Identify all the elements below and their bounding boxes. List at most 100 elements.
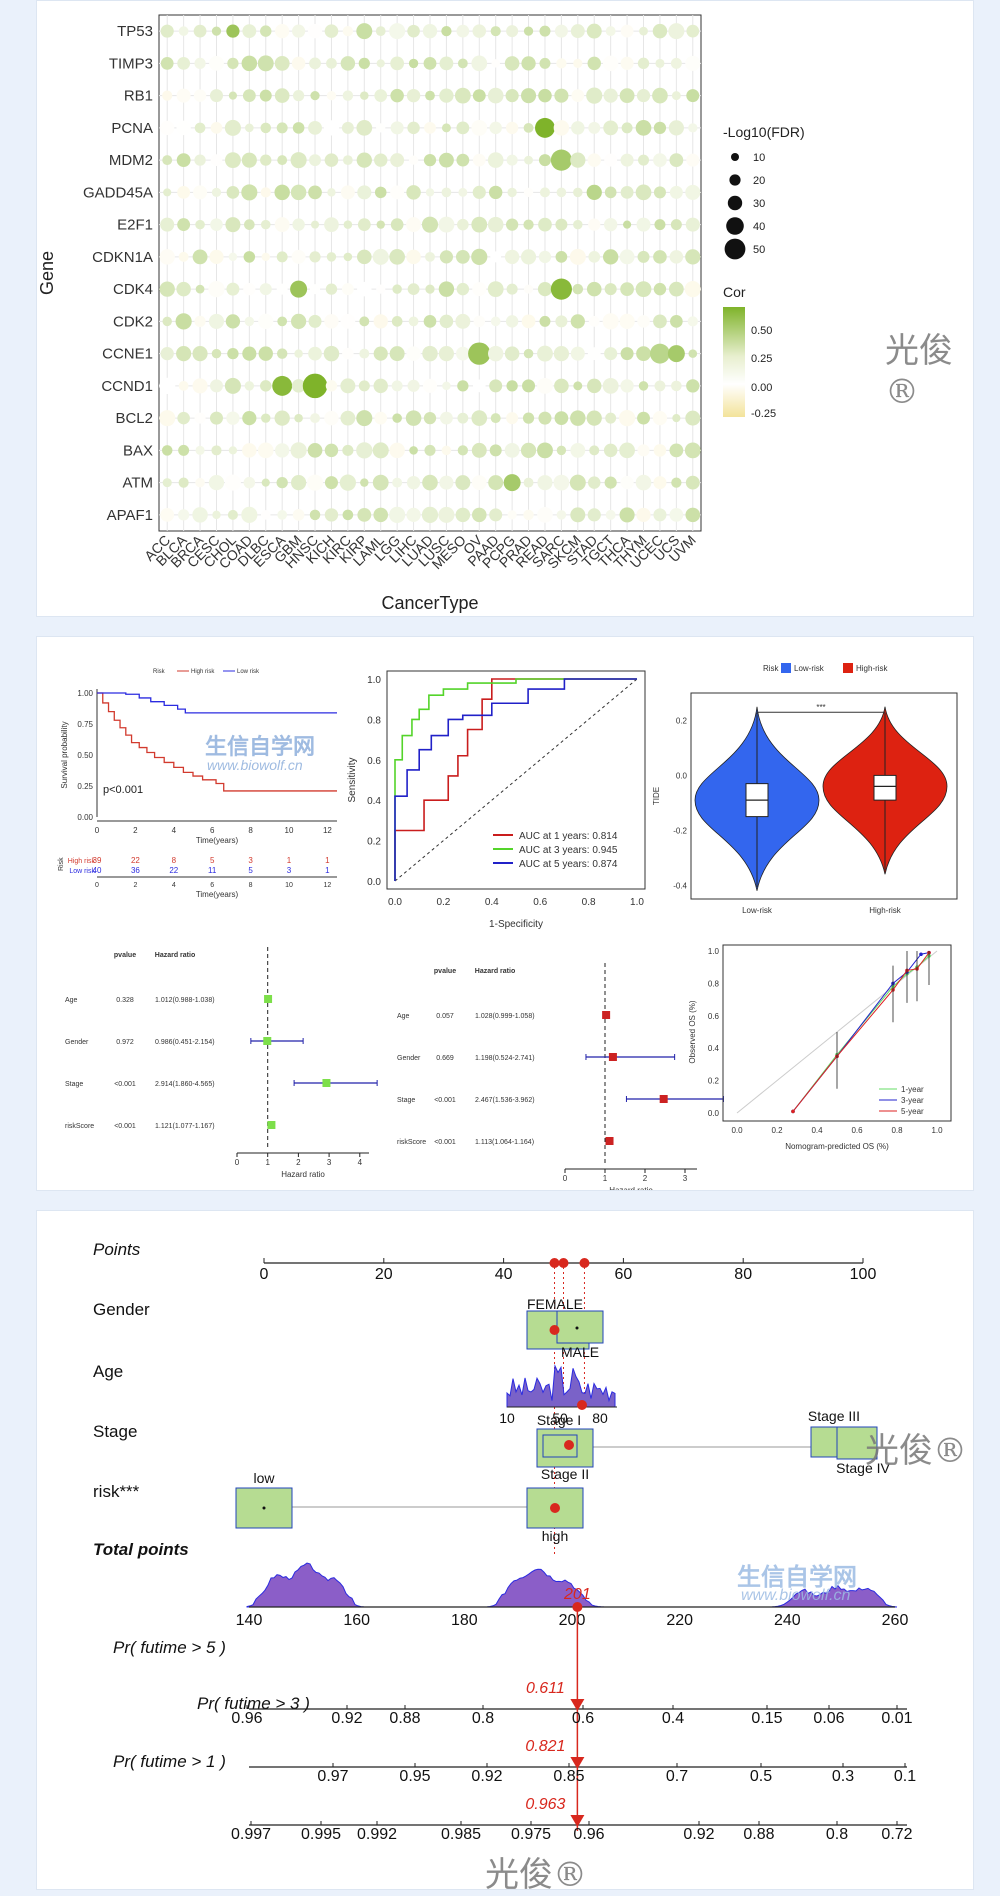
bubble-point	[653, 121, 667, 135]
gene-label: ATM	[122, 475, 153, 492]
bubble-point	[291, 249, 306, 264]
bubble-point	[208, 313, 225, 329]
bubble-point	[425, 90, 435, 101]
bubble-point	[208, 280, 225, 298]
bubble-point	[407, 283, 420, 296]
bubble-point	[176, 153, 191, 168]
pr1-tick: 0.985	[441, 1826, 481, 1843]
age-tick: 50	[552, 1410, 568, 1426]
pr1-tick: 0.8	[826, 1826, 848, 1843]
bubble-point	[523, 187, 534, 198]
forest-uni-row-pvalue: <0.001	[114, 1081, 136, 1088]
bubble-point	[538, 88, 552, 103]
risk-table-title: Risk	[58, 857, 65, 871]
bubble-point	[194, 57, 206, 69]
violin-y-tick: -0.2	[673, 826, 687, 835]
risk-label-high: high	[542, 1528, 568, 1544]
bubble-point	[506, 380, 518, 392]
gene-label: TIMP3	[109, 55, 153, 72]
bubble-point	[637, 444, 650, 457]
pr5-tick: 0.06	[813, 1710, 844, 1727]
bubble-point	[195, 477, 205, 488]
points-tick: 20	[375, 1266, 393, 1283]
bubble-point	[490, 413, 501, 424]
bubble-point	[489, 508, 503, 522]
bubble-point	[523, 348, 534, 359]
bubble-point	[619, 507, 635, 523]
pr3-tick: 0.85	[553, 1768, 584, 1785]
bubble-point	[274, 184, 290, 201]
forest-uni-hr-point	[322, 1079, 331, 1087]
forest-uni-col-pvalue: pvalue	[114, 952, 136, 959]
bubble-point	[309, 154, 321, 167]
cal-x-tick: 1.0	[931, 1126, 943, 1135]
bubble-point	[472, 185, 486, 199]
bubble-point	[653, 508, 667, 522]
bubble-point	[421, 216, 439, 233]
bubble-point	[472, 24, 487, 38]
bubble-point	[261, 413, 271, 423]
bubble-point	[276, 476, 288, 489]
bubble-point	[162, 155, 173, 166]
risk-table-cell: 3	[287, 866, 292, 875]
pr5-tick: 0.8	[472, 1710, 494, 1727]
bubble-point	[272, 375, 293, 396]
bubble-point	[523, 509, 534, 521]
bubble-point	[243, 283, 256, 296]
bubble-point	[310, 91, 320, 101]
points-tick: 40	[495, 1266, 513, 1283]
bubble-point	[341, 283, 354, 296]
nomogram-row-label: Gender	[93, 1300, 150, 1319]
bubble-point	[588, 315, 600, 327]
total-density	[246, 1562, 898, 1608]
bubble-point	[455, 507, 471, 523]
risk-table-tick: 8	[249, 882, 253, 889]
bubble-point	[507, 510, 517, 520]
bubble-point	[442, 381, 451, 391]
bubble-point	[505, 218, 519, 231]
bubble-point	[604, 283, 617, 296]
bubble-point	[522, 379, 536, 393]
bubble-point	[605, 509, 616, 520]
pr5-tick: 0.96	[231, 1710, 262, 1727]
bubble-point	[573, 187, 583, 198]
bubble-point	[274, 55, 290, 71]
bubble-point	[521, 314, 536, 329]
bubble-point	[209, 89, 223, 103]
cal-y-title: Observed OS (%)	[688, 1000, 697, 1063]
bubble-point	[324, 24, 339, 38]
bubble-point	[670, 315, 683, 328]
bubble-point	[226, 411, 240, 425]
bubble-point	[589, 445, 600, 456]
bubble-point	[649, 343, 670, 364]
bubble-point	[573, 219, 583, 230]
bubble-point	[654, 219, 666, 231]
bubble-point	[553, 345, 570, 362]
bubble-point	[277, 155, 288, 166]
bubble-point	[162, 316, 172, 327]
bubble-point	[177, 218, 191, 232]
bubble-point	[373, 314, 388, 329]
bubble-point	[472, 507, 487, 523]
bubble-point	[341, 121, 354, 134]
pr5-value: 0.611	[526, 1680, 565, 1697]
violin-box	[873, 774, 897, 801]
risk-table-rowname: Low risk	[69, 868, 95, 875]
site-watermark-en-2: www.biowolf.cn	[741, 1587, 851, 1604]
cal-x-tick: 0.6	[851, 1126, 863, 1135]
bubble-point	[372, 248, 389, 265]
pr3-tick: 0.97	[317, 1768, 348, 1785]
points-tick: 80	[734, 1266, 752, 1283]
forest-uni-row-hr: 1.121(1.077-1.167)	[155, 1123, 215, 1130]
bubble-point	[457, 58, 468, 69]
bubble-point	[390, 56, 405, 71]
bubble-point	[302, 373, 328, 399]
bubble-point	[537, 377, 553, 394]
bubble-point	[457, 412, 469, 424]
pr3-value: 0.821	[525, 1738, 565, 1755]
bubble-point	[490, 26, 501, 37]
roc-curve	[394, 678, 637, 881]
bubble-point	[556, 510, 567, 520]
forest-multi-row-pvalue: 0.669	[436, 1055, 454, 1062]
violin-legend-swatch	[781, 663, 791, 673]
